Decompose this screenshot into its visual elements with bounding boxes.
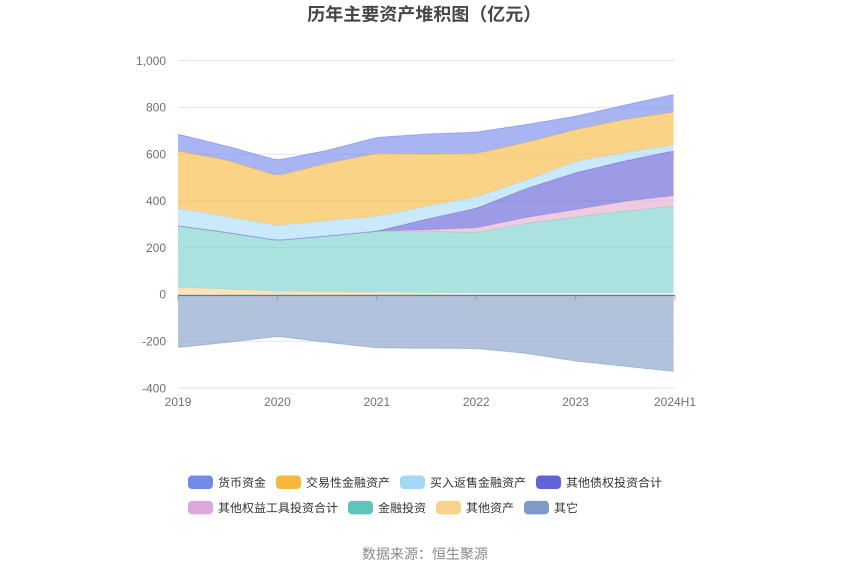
svg-text:200: 200: [146, 241, 166, 255]
svg-text:1,000: 1,000: [136, 54, 166, 68]
svg-text:0: 0: [159, 288, 166, 302]
svg-text:400: 400: [146, 194, 166, 208]
svg-text:2023: 2023: [562, 395, 589, 409]
svg-text:2021: 2021: [363, 395, 390, 409]
svg-text:2020: 2020: [264, 395, 291, 409]
svg-text:-400: -400: [142, 381, 166, 395]
svg-text:-200: -200: [142, 335, 166, 349]
svg-text:600: 600: [146, 147, 166, 161]
svg-text:2024H1: 2024H1: [654, 395, 696, 409]
svg-text:2022: 2022: [463, 395, 490, 409]
svg-text:800: 800: [146, 101, 166, 115]
svg-text:2019: 2019: [165, 395, 192, 409]
